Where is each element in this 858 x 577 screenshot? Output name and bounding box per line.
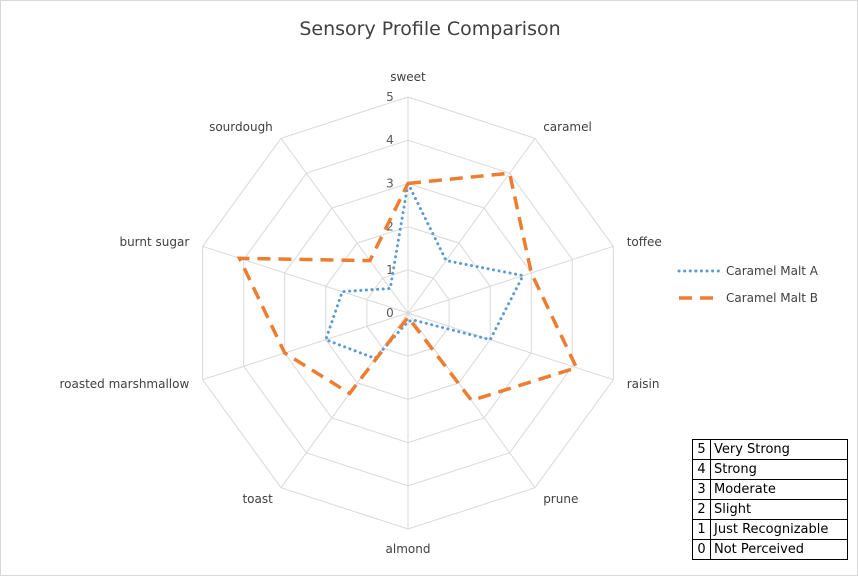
scale-value: 2 [692, 499, 711, 520]
scale-label: Not Perceived [710, 539, 848, 560]
category-label: raisin [627, 377, 660, 391]
scale-value: 3 [692, 479, 711, 500]
legend-label: Caramel Malt A [726, 264, 819, 278]
scale-value: 0 [692, 539, 711, 560]
chart-title: Sensory Profile Comparison [299, 18, 560, 40]
radial-tick-labels: 0 1 2 3 4 5 [386, 90, 394, 320]
legend-label: Caramel Malt B [726, 291, 818, 305]
category-label: sweet [390, 70, 426, 84]
tick-label: 5 [386, 90, 394, 104]
series-line [236, 171, 579, 403]
grid-spoke [280, 312, 409, 488]
tick-label: 1 [386, 263, 394, 277]
category-label: sourdough [209, 120, 273, 134]
tick-label: 4 [386, 133, 394, 147]
grid-spoke [407, 245, 614, 314]
scale-label: Moderate [710, 479, 848, 500]
scale-row: 0 Not Perceived [692, 539, 848, 560]
grid-spoke [407, 312, 614, 381]
tick-label: 3 [386, 176, 394, 190]
grid-spoke [407, 312, 536, 488]
scale-value: 4 [692, 459, 711, 480]
scale-label: Slight [710, 499, 848, 520]
scale-row: 4 Strong [692, 459, 848, 480]
scale-row: 2 Slight [692, 499, 848, 520]
scale-value: 5 [692, 439, 711, 460]
series-lines [236, 171, 579, 403]
category-label: caramel [543, 120, 592, 134]
category-label: toast [242, 492, 273, 506]
category-labels: sweet caramel toffee raisin prune almond toast… [59, 70, 661, 556]
category-label: almond [386, 542, 431, 556]
grid-spoke [407, 138, 536, 314]
scale-row: 5 Very Strong [692, 439, 848, 460]
intensity-scale-table: 5 Very Strong 4 Strong 3 Moderate 2 Slight 1 Just… [692, 439, 848, 560]
grid-spoke [202, 245, 409, 314]
scale-row: 3 Moderate [692, 479, 848, 500]
category-label: prune [543, 492, 578, 506]
scale-value: 1 [692, 519, 711, 540]
scale-row: 1 Just Recognizable [692, 519, 848, 540]
category-label: burnt sugar [119, 235, 189, 249]
scale-label: Strong [710, 459, 848, 480]
tick-label: 0 [386, 306, 394, 320]
scale-label: Very Strong [710, 439, 848, 460]
scale-label: Just Recognizable [710, 519, 848, 540]
category-label: toffee [627, 235, 662, 249]
series-line [323, 178, 526, 361]
legend: Caramel Malt A Caramel Malt B [677, 264, 819, 305]
category-label: roasted marshmallow [59, 377, 189, 391]
tick-label: 2 [386, 220, 394, 234]
grid-spoke [202, 312, 409, 381]
grid-spoke [280, 138, 409, 314]
